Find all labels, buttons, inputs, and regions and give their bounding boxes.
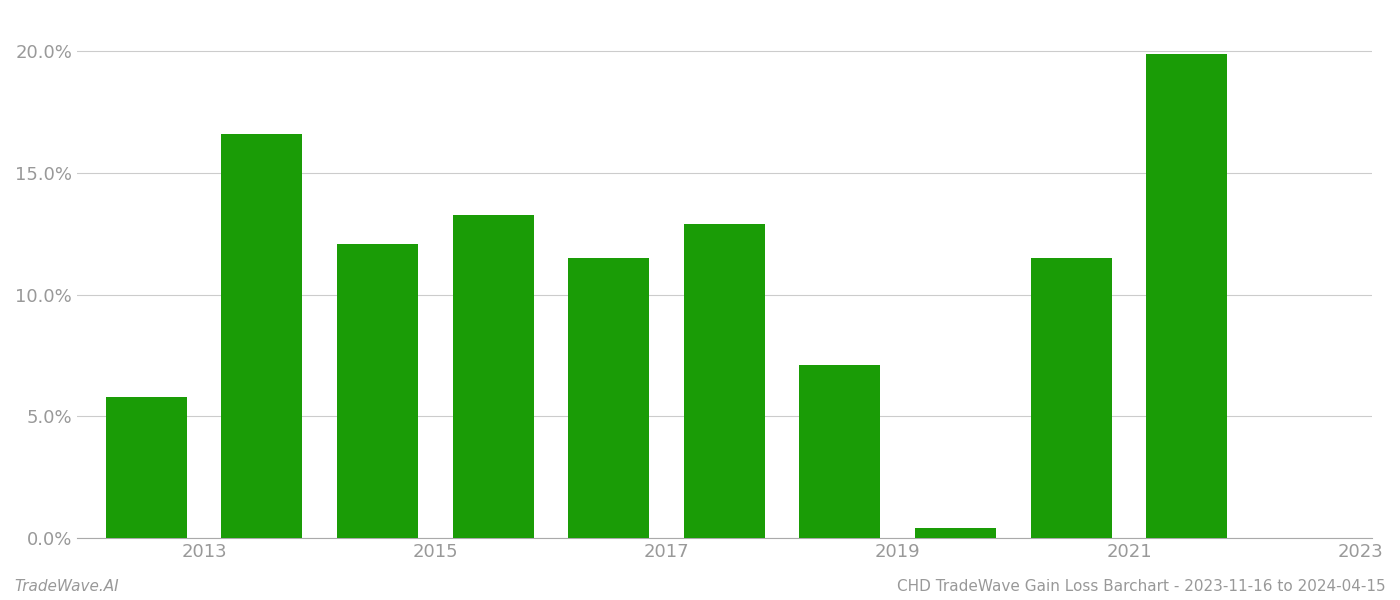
Bar [799, 365, 881, 538]
Bar [916, 529, 995, 538]
Bar [568, 259, 650, 538]
Text: TradeWave.AI: TradeWave.AI [14, 579, 119, 594]
Text: CHD TradeWave Gain Loss Barchart - 2023-11-16 to 2024-04-15: CHD TradeWave Gain Loss Barchart - 2023-… [897, 579, 1386, 594]
Bar [337, 244, 419, 538]
Bar [1030, 259, 1112, 538]
Bar [106, 397, 186, 538]
Bar [1147, 54, 1228, 538]
Bar [452, 215, 533, 538]
Bar [221, 134, 302, 538]
Bar [683, 224, 764, 538]
